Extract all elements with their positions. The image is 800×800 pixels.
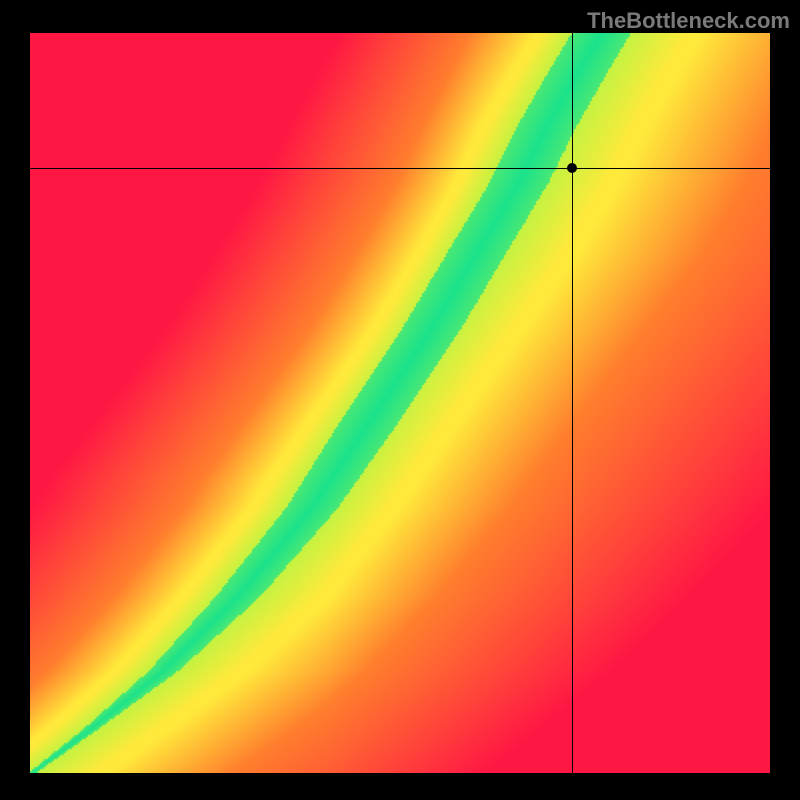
chart-container: TheBottleneck.com — [0, 0, 800, 800]
heatmap-canvas — [30, 33, 770, 773]
crosshair-vertical — [572, 33, 573, 773]
plot-area — [30, 33, 770, 773]
crosshair-horizontal — [30, 168, 770, 169]
watermark: TheBottleneck.com — [587, 8, 790, 34]
crosshair-marker — [567, 163, 577, 173]
